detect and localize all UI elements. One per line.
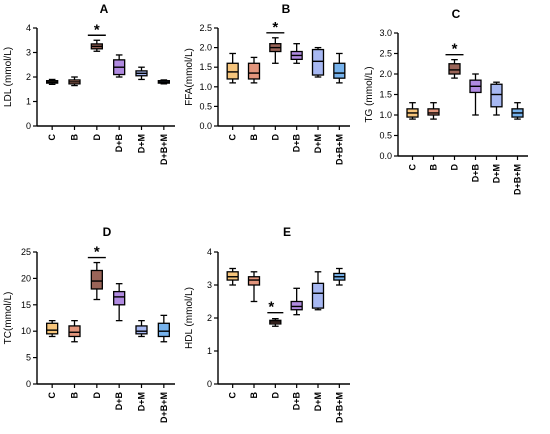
box-b bbox=[247, 276, 261, 286]
category-label-d-plus-b: D+B bbox=[114, 134, 124, 153]
y-tick-label: 15 bbox=[21, 300, 31, 310]
significance-star: * bbox=[94, 21, 100, 38]
y-tick-label: 0.0 bbox=[379, 151, 392, 161]
y-tick-label: 0 bbox=[26, 121, 31, 131]
category-label-d: D bbox=[92, 392, 102, 399]
category-label-d-plus-b: D+B bbox=[292, 134, 302, 153]
y-tick-label: 2.5 bbox=[379, 49, 392, 59]
y-axis-title: FFA(mmol/L) bbox=[184, 48, 195, 106]
y-tick-label: 2.0 bbox=[199, 43, 212, 53]
significance-star: * bbox=[452, 41, 458, 58]
category-label-d-plus-m: D+M bbox=[137, 392, 147, 411]
box-d bbox=[448, 63, 461, 75]
category-label-d-plus-m: D+M bbox=[137, 134, 147, 153]
category-label-c: C bbox=[228, 134, 238, 141]
category-label-d: D bbox=[270, 392, 280, 399]
y-tick-label: 3 bbox=[207, 280, 212, 290]
box-b bbox=[247, 62, 261, 80]
significance-star: * bbox=[272, 19, 278, 36]
category-label-b: B bbox=[70, 392, 80, 399]
category-label-d-plus-m: D+M bbox=[313, 134, 323, 153]
category-label-d: D bbox=[450, 164, 460, 171]
y-tick-label: 2.0 bbox=[379, 69, 392, 79]
y-tick-label: 25 bbox=[21, 247, 31, 257]
category-label-d-plus-b: D+B bbox=[292, 392, 302, 411]
y-tick-label: 20 bbox=[21, 273, 31, 283]
y-tick-label: 0.5 bbox=[199, 101, 212, 111]
category-label-b: B bbox=[249, 134, 259, 141]
y-tick-label: 5 bbox=[26, 353, 31, 363]
box-c bbox=[226, 62, 239, 80]
y-tick-label: 0.5 bbox=[379, 131, 392, 141]
y-axis-title: HDL (mmol/L) bbox=[184, 287, 195, 349]
category-label-d-plus-m: D+M bbox=[492, 164, 502, 183]
category-label-c: C bbox=[228, 392, 238, 399]
y-axis-title: TC(mmol/L) bbox=[3, 292, 14, 345]
category-label-c: C bbox=[47, 392, 57, 399]
y-tick-label: 2 bbox=[207, 313, 212, 323]
panel-a: A 0 1 2 3 4 LDL (mmol/L) C B D D+B D+M D+B+M * bbox=[3, 2, 175, 165]
panel-letter-d: D bbox=[103, 225, 112, 239]
y-tick-label: 4 bbox=[26, 23, 31, 33]
box-d-plus-b-plus-m bbox=[333, 62, 346, 79]
box-d-plus-m bbox=[311, 282, 325, 309]
category-label-b: B bbox=[249, 392, 259, 399]
category-label-d-plus-b-plus-m: D+B+M bbox=[159, 392, 169, 423]
y-tick-label: 3.0 bbox=[379, 28, 392, 38]
y-tick-label: 0 bbox=[26, 379, 31, 389]
category-label-b: B bbox=[70, 134, 80, 141]
box-d-plus-b bbox=[290, 300, 303, 311]
panel-e: E 0 1 2 3 4 HDL (mmol/L) C B D D+B D+M D+B+M * bbox=[184, 225, 350, 423]
panel-letter-c: C bbox=[452, 7, 461, 21]
category-label-d-plus-b-plus-m: D+B+M bbox=[159, 134, 169, 165]
category-label-c: C bbox=[47, 134, 57, 141]
y-tick-label: 1.0 bbox=[199, 82, 212, 92]
y-tick-label: 1.5 bbox=[379, 90, 392, 100]
y-tick-label: 1 bbox=[207, 346, 212, 356]
category-label-d: D bbox=[92, 134, 102, 141]
category-label-d-plus-b-plus-m: D+B+M bbox=[334, 134, 344, 165]
y-tick-label: 1.0 bbox=[379, 110, 392, 120]
y-tick-label: 1.5 bbox=[199, 62, 212, 72]
box-d bbox=[90, 269, 103, 290]
box-b bbox=[427, 108, 440, 116]
y-tick-label: 3 bbox=[26, 48, 31, 58]
box-d-plus-b bbox=[113, 290, 126, 306]
category-label-d: D bbox=[270, 134, 280, 141]
y-tick-label: 2.5 bbox=[199, 23, 212, 33]
panel-letter-a: A bbox=[100, 2, 109, 16]
panel-d: D 0 5 10 15 20 25 TC(mmol/L) C B D D+B D+M D+B+M * bbox=[3, 225, 175, 423]
significance-star: * bbox=[94, 244, 100, 261]
panel-letter-b: B bbox=[282, 2, 291, 16]
box-d-plus-m bbox=[135, 325, 148, 335]
panel-letter-e: E bbox=[283, 225, 291, 239]
box-c bbox=[226, 271, 239, 281]
y-tick-label: 0 bbox=[207, 379, 212, 389]
panel-c: C 0.0 0.5 1.0 1.5 2.0 2.5 3.0 TG (mmol/L) C B D D+B D… bbox=[364, 7, 528, 195]
y-tick-label: 2 bbox=[26, 72, 31, 82]
y-tick-label: 10 bbox=[21, 326, 31, 336]
box-c bbox=[46, 322, 59, 335]
category-label-d-plus-b-plus-m: D+B+M bbox=[513, 164, 523, 195]
panel-b: B 0.0 0.5 1.0 1.5 2.0 2.5 FFA(mmol/L) C B D D+B D+M D… bbox=[184, 2, 350, 165]
box-d-plus-m bbox=[311, 48, 325, 76]
box-d-plus-b-plus-m bbox=[157, 322, 170, 338]
significance-star: * bbox=[268, 299, 274, 316]
category-label-d-plus-b-plus-m: D+B+M bbox=[334, 392, 344, 423]
category-label-d-plus-b: D+B bbox=[114, 392, 124, 411]
category-label-c: C bbox=[408, 164, 418, 171]
category-label-b: B bbox=[429, 164, 439, 171]
y-axis-title: TG (mmol/L) bbox=[364, 66, 375, 122]
category-label-d-plus-b: D+B bbox=[471, 164, 481, 183]
y-tick-label: 0.0 bbox=[199, 121, 212, 131]
y-tick-label: 4 bbox=[207, 247, 212, 257]
y-tick-label: 1 bbox=[26, 97, 31, 107]
category-label-d-plus-m: D+M bbox=[313, 392, 323, 411]
y-axis-title: LDL (mmol/L) bbox=[3, 47, 14, 107]
box-d-plus-m bbox=[490, 83, 503, 108]
box-b bbox=[68, 325, 81, 338]
